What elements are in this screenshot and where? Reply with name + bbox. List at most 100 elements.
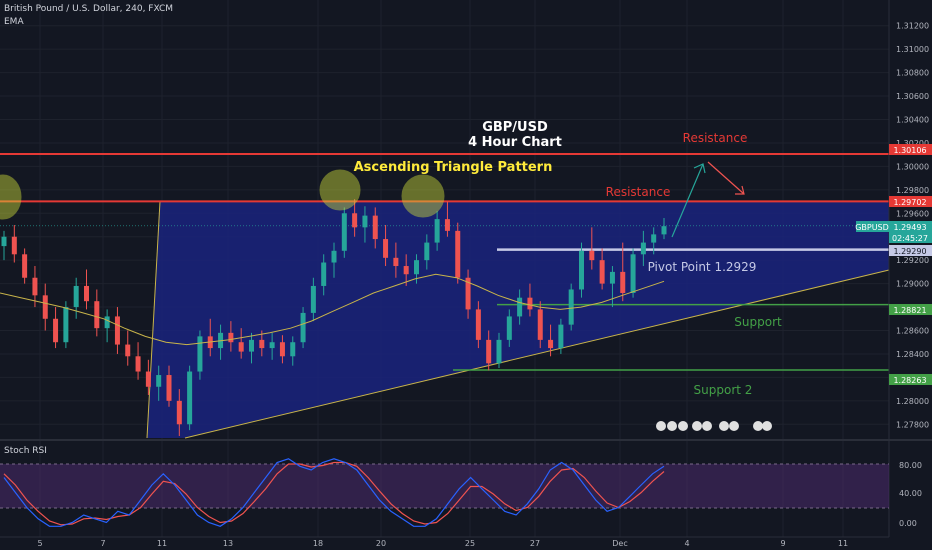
time-tick-label: 13 [223,539,233,548]
candle [414,260,419,275]
candle [599,260,605,284]
triangle-lower-trendline [184,269,890,439]
candle [145,371,151,387]
touch-circle [319,169,361,211]
event-icons[interactable] [656,421,772,431]
flag-icon[interactable] [678,421,688,431]
projection-arrows [671,161,745,238]
price-tick-label: 1.29200 [896,256,929,265]
time-tick-label: 11 [838,539,848,548]
candle [321,262,327,286]
time-tick-label: 5 [37,539,42,548]
tag-resistance-upper [889,144,932,155]
stoch-rsi-d-line [3,461,665,526]
rsi-panel-title: Stoch RSI [4,446,47,456]
candle [640,242,646,255]
candle [53,318,59,343]
flag-icon[interactable] [729,421,739,431]
rsi-tick-80: 80.00 [899,461,922,470]
candle [609,271,615,284]
rsi-tick-0: 0.00 [899,519,917,528]
candle [259,339,265,349]
price-tick-label: 1.30600 [896,92,929,101]
price-tick-label: 1.30400 [896,116,929,125]
candle [125,344,131,357]
arrowhead-up-icon [693,163,706,174]
time-tick-label: 9 [780,539,785,548]
candle [393,257,399,267]
price-tags: 1.30106 1.29702 GBPUSD 1.29493 02:45:27 … [855,144,932,385]
candle [1,236,7,247]
price-tick-label: 1.27800 [896,420,929,429]
price-tick-label: 1.29000 [896,280,929,289]
arrow-down-icon [707,161,745,195]
candle [548,339,554,349]
tag-pivot [889,245,932,256]
tag-countdown-text: 02:45:27 [892,234,928,243]
flag-icon[interactable] [702,421,712,431]
touch-circle [401,174,445,218]
candle [465,277,471,310]
candle [341,213,347,251]
time-axis[interactable]: 5 7 11 13 18 20 25 27 Dec 4 9 11 [37,539,848,548]
candle [290,342,296,357]
tag-support-text: 1.28821 [893,306,926,315]
tag-last-price [889,221,932,243]
price-axis-bg [889,0,932,550]
candle [558,324,564,349]
candle [249,339,254,352]
tag-symbol [856,221,889,232]
arrow-up-icon [671,163,704,238]
candle [156,375,162,387]
candle [496,339,502,364]
candle [166,375,172,401]
candle [94,301,100,329]
candle [403,266,409,275]
candle [279,342,285,357]
pivot-label: Pivot Point 1.2929 [648,260,757,274]
flag-icon[interactable] [753,421,763,431]
candle [486,339,492,364]
time-tick-label: 18 [313,539,323,548]
candle [537,309,543,340]
candle [352,213,358,228]
chart-annotation-title-1: GBP/USD [482,120,548,135]
flag-icon[interactable] [667,421,677,431]
candle [651,234,657,243]
candle [228,332,234,343]
resistance-lower-label: Resistance [606,185,671,199]
flag-icon[interactable] [719,421,729,431]
candle [269,342,275,349]
candle [238,342,244,352]
price-tick-label: 1.30200 [896,139,929,148]
candle [331,250,337,263]
price-tick-label: 1.28600 [896,327,929,336]
candle [362,215,368,228]
chart-legend-title: British Pound / U.S. Dollar, 240, FXCM [4,4,174,14]
chart-legend-indicator: EMA [4,17,24,27]
candle [114,316,120,345]
price-tick-label: 1.30800 [896,69,929,78]
tag-support [889,304,932,315]
candle [568,289,574,325]
candle [475,309,481,340]
flag-icon[interactable] [656,421,666,431]
support2-label: Support 2 [694,383,753,397]
candle [455,230,461,278]
price-tick-label: 1.28400 [896,350,929,359]
time-tick-label: 25 [465,539,475,548]
flag-icon[interactable] [762,421,772,431]
candle [517,297,523,317]
tag-support2-text: 1.28263 [893,376,926,385]
candle [444,219,450,231]
candle [42,295,48,319]
rsi-band [0,464,889,508]
tag-resistance-upper-text: 1.30106 [893,146,926,155]
candle [579,250,584,290]
flag-icon[interactable] [692,421,702,431]
candle [104,316,110,329]
time-tick-label: 7 [100,539,105,548]
candle [372,215,378,240]
candle [506,316,512,340]
